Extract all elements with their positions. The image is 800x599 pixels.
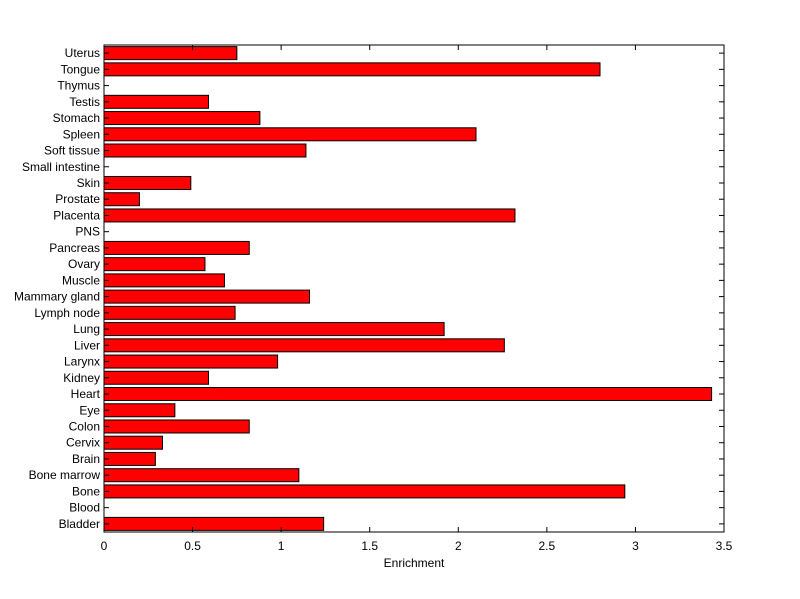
bar-bone-marrow [103,468,300,483]
category-label-heart: Heart [71,387,101,401]
category-label-soft-tissue: Soft tissue [44,144,100,158]
bar-tongue [103,62,601,77]
bar-brain [103,451,156,466]
category-label-pancreas: Pancreas [49,241,100,255]
bar-cervix [103,435,163,450]
category-label-placenta: Placenta [53,208,100,222]
category-label-prostate: Prostate [55,192,100,206]
plot-frame [103,44,725,533]
bar-mammary-gland [103,289,310,304]
bar-ovary [103,257,206,272]
x-axis-label: Enrichment [384,556,445,570]
x-tick-label-2: 1 [278,539,285,553]
category-label-eye: Eye [79,403,100,417]
category-label-lymph-node: Lymph node [34,306,100,320]
category-label-bone-marrow: Bone marrow [29,468,101,482]
bar-soft-tissue [103,143,307,158]
x-tick-label-7: 3.5 [716,539,733,553]
bar-placenta [103,208,516,223]
category-label-liver: Liver [74,338,100,352]
bar-uterus [103,46,238,61]
bar-stomach [103,111,261,126]
category-label-skin: Skin [77,176,100,190]
bar-skin [103,175,192,190]
ticks-layer [103,45,725,532]
x-tick-label-0: 0 [101,539,108,553]
x-tick-label-6: 3 [632,539,639,553]
category-label-brain: Brain [72,452,100,466]
category-label-ovary: Ovary [68,257,100,271]
x-tick-label-3: 1.5 [361,539,378,553]
x-tick-label-1: 0.5 [184,539,201,553]
x-tick-label-4: 2 [455,539,462,553]
bar-pancreas [103,240,250,255]
category-label-small-intestine: Small intestine [22,160,100,174]
category-label-tongue: Tongue [61,62,101,76]
bar-colon [103,419,250,434]
bar-muscle [103,273,225,288]
category-label-kidney: Kidney [63,371,100,385]
category-label-muscle: Muscle [62,273,100,287]
bar-bone [103,484,626,499]
bar-bladder [103,516,325,531]
category-label-lung: Lung [73,322,100,336]
category-label-pns: PNS [75,225,100,239]
x-tick-labels: 0 0.5 1 1.5 2 2.5 3 3.5 [101,539,733,553]
category-label-cervix: Cervix [66,436,100,450]
bar-lymph-node [103,305,236,320]
x-tick-label-5: 2.5 [539,539,556,553]
bar-testis [103,94,210,109]
category-label-larynx: Larynx [64,355,100,369]
category-label-uterus: Uterus [65,46,100,60]
category-label-colon: Colon [69,419,100,433]
category-label-bladder: Bladder [59,517,100,531]
category-label-bone: Bone [72,484,100,498]
bar-larynx [103,354,279,369]
category-label-spleen: Spleen [63,127,100,141]
bar-heart [103,387,713,402]
category-label-thymus: Thymus [57,79,100,93]
category-label-stomach: Stomach [53,111,100,125]
bars-layer [103,46,713,531]
bar-lung [103,322,445,337]
bar-kidney [103,370,210,385]
bar-spleen [103,127,477,142]
bar-eye [103,403,176,418]
category-labels: Bladder Blood Bone Bone marrow Brain Cervix Co… [14,46,101,531]
category-label-blood: Blood [69,501,100,515]
bar-liver [103,338,505,353]
category-label-mammary-gland: Mammary gland [14,290,100,304]
category-label-testis: Testis [69,95,100,109]
bar-prostate [103,192,140,207]
